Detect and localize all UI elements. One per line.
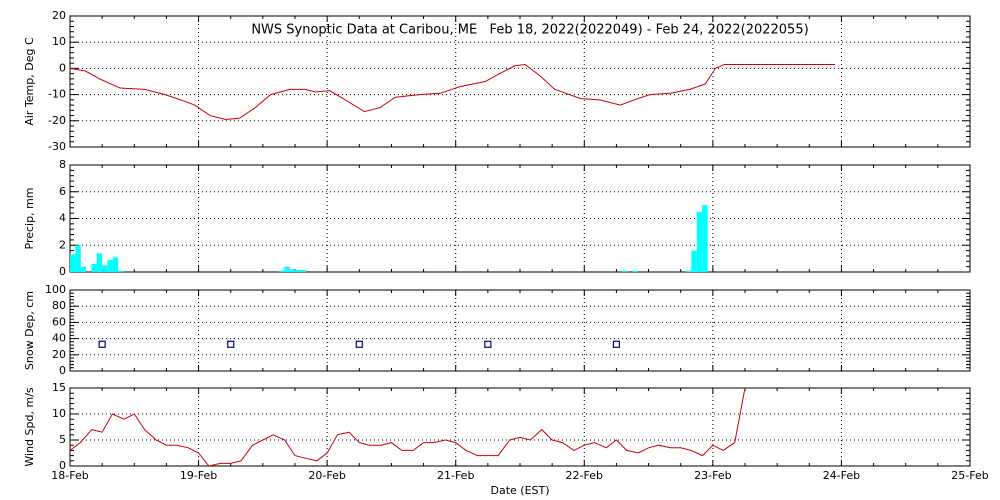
- y-tick-label: 10: [52, 35, 66, 48]
- plot-frame: [69, 387, 971, 467]
- bar: [696, 211, 703, 272]
- x-tick-label: 20-Feb: [308, 469, 345, 482]
- x-axis-label: Date (EST): [490, 484, 549, 497]
- chart-title: NWS Synoptic Data at Caribou, ME Feb 18,…: [251, 23, 808, 38]
- bar: [91, 263, 97, 272]
- y-axis-label: Wind Spd, m/s: [23, 387, 36, 467]
- y-tick-label: 40: [52, 332, 66, 345]
- x-tick-label: 24-Feb: [823, 469, 860, 482]
- plot-area: [70, 63, 835, 120]
- x-tick-label: 19-Feb: [180, 469, 217, 482]
- bar: [278, 270, 285, 272]
- bar: [284, 266, 290, 272]
- y-tick-label: 0: [59, 265, 66, 278]
- y-tick-label: 80: [52, 299, 66, 312]
- bar: [702, 205, 708, 272]
- y-tick-label: 60: [52, 315, 66, 328]
- bar: [118, 270, 124, 272]
- bar: [112, 257, 119, 272]
- bar: [691, 250, 697, 272]
- plot-area: [70, 205, 708, 272]
- bar: [300, 269, 306, 272]
- data-line: [70, 63, 835, 120]
- y-tick-label: -30: [48, 140, 66, 153]
- marker: [355, 340, 363, 348]
- y-tick-label: -10: [48, 88, 66, 101]
- x-tick-label: 18-Feb: [51, 469, 88, 482]
- plot-area: [70, 388, 746, 466]
- y-tick-label: 100: [45, 283, 66, 296]
- y-tick-label: 6: [59, 185, 66, 198]
- y-tick-label: 20: [52, 9, 66, 22]
- y-tick-label: -20: [48, 114, 66, 127]
- marker: [98, 340, 106, 348]
- marker: [484, 340, 492, 348]
- bar: [107, 259, 113, 272]
- bar: [75, 245, 81, 272]
- plot-frame: [69, 289, 971, 372]
- x-tick-label: 23-Feb: [694, 469, 731, 482]
- y-tick-label: 4: [59, 212, 66, 225]
- bar: [289, 269, 295, 272]
- y-tick-label: 2: [59, 238, 66, 251]
- y-axis-label: Precip, mm: [23, 188, 36, 250]
- x-tick-label: 21-Feb: [437, 469, 474, 482]
- y-tick-label: 15: [52, 381, 66, 394]
- y-tick-label: 10: [52, 407, 66, 420]
- bar: [621, 270, 628, 272]
- y-tick-label: 0: [59, 364, 66, 377]
- bar: [70, 254, 76, 272]
- bar: [80, 266, 87, 272]
- marker: [612, 340, 621, 348]
- y-tick-label: 8: [59, 158, 66, 171]
- bar: [96, 253, 103, 272]
- data-line: [70, 388, 746, 466]
- x-tick-label: 22-Feb: [566, 469, 603, 482]
- bar: [102, 265, 108, 272]
- bar: [295, 269, 301, 272]
- y-tick-label: 20: [52, 348, 66, 361]
- bar: [686, 270, 692, 272]
- marker: [227, 340, 235, 348]
- y-tick-label: 5: [59, 433, 66, 446]
- y-axis-label: Snow Dep, cm: [23, 291, 36, 370]
- y-tick-label: 0: [59, 459, 66, 472]
- y-axis-label: Air Temp, Deg C: [23, 37, 36, 126]
- x-tick-label: 25-Feb: [951, 469, 988, 482]
- y-tick-label: 0: [59, 61, 66, 74]
- bar: [632, 270, 638, 272]
- plot-area: [98, 340, 621, 348]
